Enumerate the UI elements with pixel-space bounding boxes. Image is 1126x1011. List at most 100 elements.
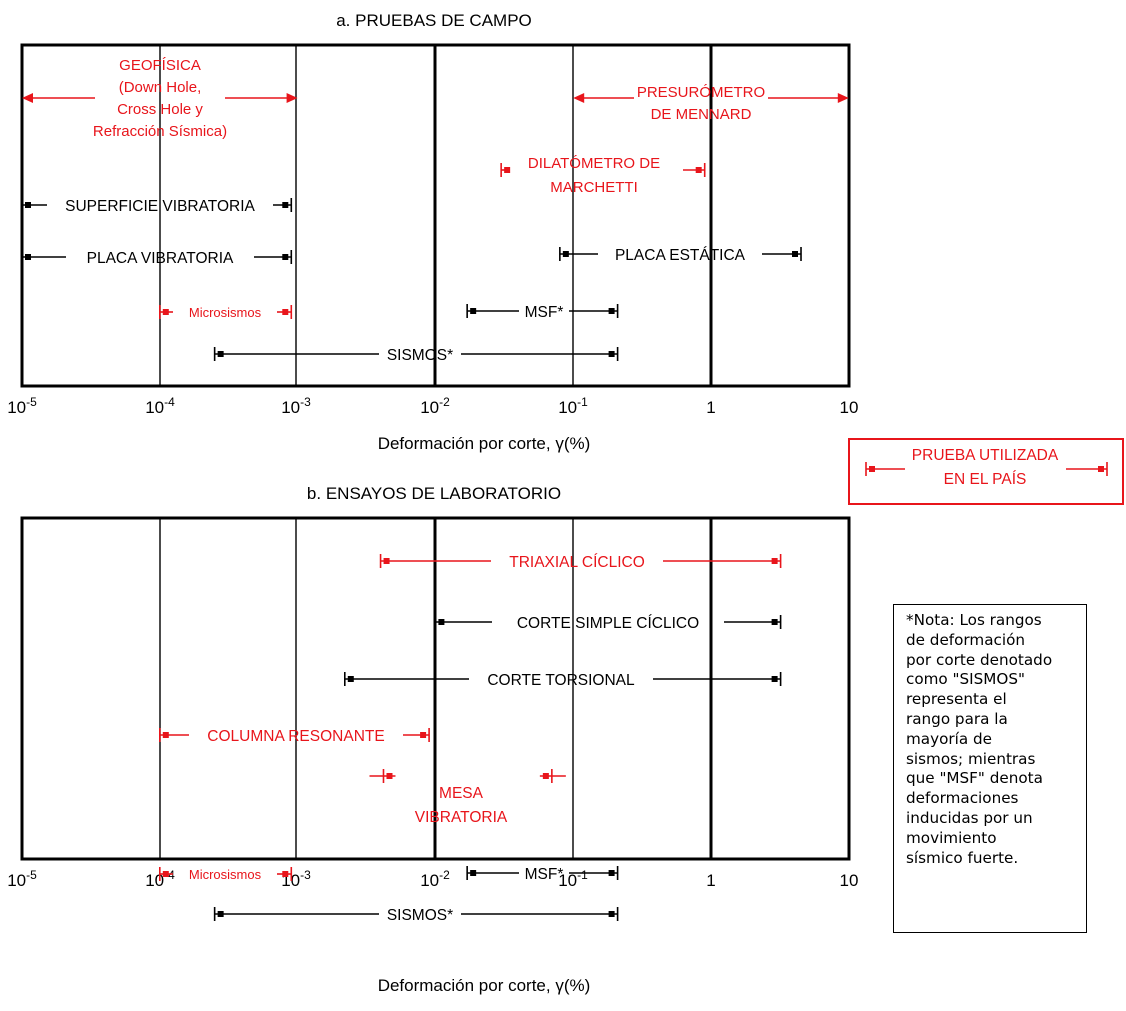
range-label: DILATÓMETRO DE xyxy=(528,155,660,172)
x-axis-label: Deformación por corte, γ(%) xyxy=(378,976,591,995)
range-end-marker xyxy=(608,351,615,357)
range-triaxial-ciclico: TRIAXIAL CÍCLICO xyxy=(379,554,782,571)
range-end-marker xyxy=(771,676,778,682)
range-label: DE MENNARD xyxy=(651,106,752,123)
note-line: representa el xyxy=(906,690,1007,709)
range-end-marker xyxy=(217,911,224,917)
range-arrowhead xyxy=(22,93,33,103)
range-end-marker xyxy=(420,732,427,738)
legend-line-1: PRUEBA UTILIZADA xyxy=(912,447,1059,464)
note-line: inducidas por un xyxy=(906,808,1033,827)
range-arrowhead xyxy=(286,93,298,103)
range-label: SUPERFICIE VIBRATORIA xyxy=(65,198,255,215)
note-line: mayoría de xyxy=(906,729,992,748)
grid-lines xyxy=(159,518,713,859)
note-line: sísmico fuerte. xyxy=(906,848,1019,867)
range-label: MESA xyxy=(439,785,484,802)
range-end-marker xyxy=(383,558,390,564)
range-label: MARCHETTI xyxy=(550,179,638,196)
note-line: como "SISMOS" xyxy=(906,670,1025,689)
range-arrowhead xyxy=(837,93,849,103)
note-box: *Nota: Los rangos de deformación por cor… xyxy=(893,604,1087,933)
tick-label: 10-3 xyxy=(281,395,311,417)
range-label: TRIAXIAL CÍCLICO xyxy=(509,554,645,571)
range-corte-torsional: CORTE TORSIONAL xyxy=(343,672,782,689)
range-end-marker xyxy=(162,309,169,315)
range-end-marker xyxy=(282,254,289,260)
note-line: por corte denotado xyxy=(906,650,1053,669)
range-label: MSF* xyxy=(525,866,564,883)
range-msf: MSF* xyxy=(466,866,619,883)
range-end-marker xyxy=(347,676,354,682)
tick-labels: 10-5 10-4 10-3 10-2 10-1 1 10 xyxy=(7,868,858,890)
range-label: SISMOS* xyxy=(387,907,453,924)
range-end-marker xyxy=(608,308,615,314)
range-end-marker xyxy=(869,466,875,472)
range-end-marker xyxy=(608,911,615,917)
range-label: CORTE SIMPLE CÍCLICO xyxy=(517,615,699,632)
panel-laboratory-tests: b. ENSAYOS DE LABORATORIO 10-5 10-4 10-3… xyxy=(7,484,858,995)
range-label: Refracción Sísmica) xyxy=(93,123,227,140)
tick-label: 10-5 xyxy=(7,868,37,890)
range-end-marker xyxy=(386,773,393,779)
range-mesa-vibratoria: MESA VIBRATORIA xyxy=(369,769,566,826)
tick-label: 10 xyxy=(840,871,859,890)
range-label: Microsismos xyxy=(189,867,262,882)
range-end-marker xyxy=(470,308,477,314)
range-end-marker xyxy=(25,202,31,208)
note-line: deformaciones xyxy=(906,789,1019,808)
legend-line-2: EN EL PAÍS xyxy=(944,471,1027,488)
tick-label: 10-1 xyxy=(558,395,588,417)
legend-range-marker xyxy=(865,462,1108,476)
range-columna-resonante: COLUMNA RESONANTE xyxy=(159,728,430,745)
range-end-marker xyxy=(1098,466,1104,472)
range-label: GEOFÍSICA xyxy=(119,57,201,74)
range-end-marker xyxy=(282,309,289,315)
range-label: PLACA VIBRATORIA xyxy=(87,250,234,267)
tick-label: 10-4 xyxy=(145,395,175,417)
note-line: de deformación xyxy=(906,630,1026,649)
tick-label: 10-2 xyxy=(420,868,450,890)
panel-title: b. ENSAYOS DE LABORATORIO xyxy=(307,484,561,503)
range-end-marker xyxy=(282,871,289,877)
range-end-marker xyxy=(608,870,615,876)
range-arrowhead xyxy=(573,93,585,103)
range-end-marker xyxy=(771,619,778,625)
range-microsismos: Microsismos xyxy=(159,867,293,882)
range-label: COLUMNA RESONANTE xyxy=(207,728,384,745)
range-label: CORTE TORSIONAL xyxy=(487,672,635,689)
panel-title: a. PRUEBAS DE CAMPO xyxy=(336,11,532,30)
tick-label: 10-2 xyxy=(420,395,450,417)
range-superficie-vibratoria: SUPERFICIE VIBRATORIA xyxy=(21,198,293,215)
range-end-marker xyxy=(504,167,511,173)
range-dilatometro: DILATÓMETRO DE MARCHETTI xyxy=(500,155,706,196)
range-end-marker xyxy=(162,732,169,738)
range-label: VIBRATORIA xyxy=(415,809,508,826)
range-end-marker xyxy=(695,167,702,173)
range-end-marker xyxy=(771,558,778,564)
range-corte-simple-ciclico: CORTE SIMPLE CÍCLICO xyxy=(434,615,782,632)
range-label: PLACA ESTÁTICA xyxy=(615,247,746,264)
range-placa-vibratoria: PLACA VIBRATORIA xyxy=(21,250,293,267)
range-presurometro: PRESURÓMETRO DE MENNARD xyxy=(573,84,849,123)
note-line: que "MSF" denota xyxy=(906,769,1043,788)
range-end-marker xyxy=(542,773,549,779)
range-end-marker xyxy=(217,351,224,357)
legend-frame xyxy=(848,438,1124,505)
range-end-marker xyxy=(25,254,31,260)
tick-label: 10-5 xyxy=(7,395,37,417)
note-line: *Nota: Los rangos xyxy=(906,611,1042,629)
range-label: Cross Hole y xyxy=(117,101,203,118)
range-placa-estatica: PLACA ESTÁTICA xyxy=(559,247,802,264)
note-line: movimiento xyxy=(906,828,997,847)
range-end-marker xyxy=(162,871,169,877)
range-end-marker xyxy=(282,202,289,208)
range-msf: MSF* xyxy=(466,304,619,321)
range-label: (Down Hole, xyxy=(119,79,202,96)
note-line: sismos; mientras xyxy=(906,749,1036,768)
tick-label: 1 xyxy=(706,398,715,417)
range-label: PRESURÓMETRO xyxy=(637,84,765,101)
range-label: SISMOS* xyxy=(387,347,453,364)
tick-label: 1 xyxy=(706,871,715,890)
